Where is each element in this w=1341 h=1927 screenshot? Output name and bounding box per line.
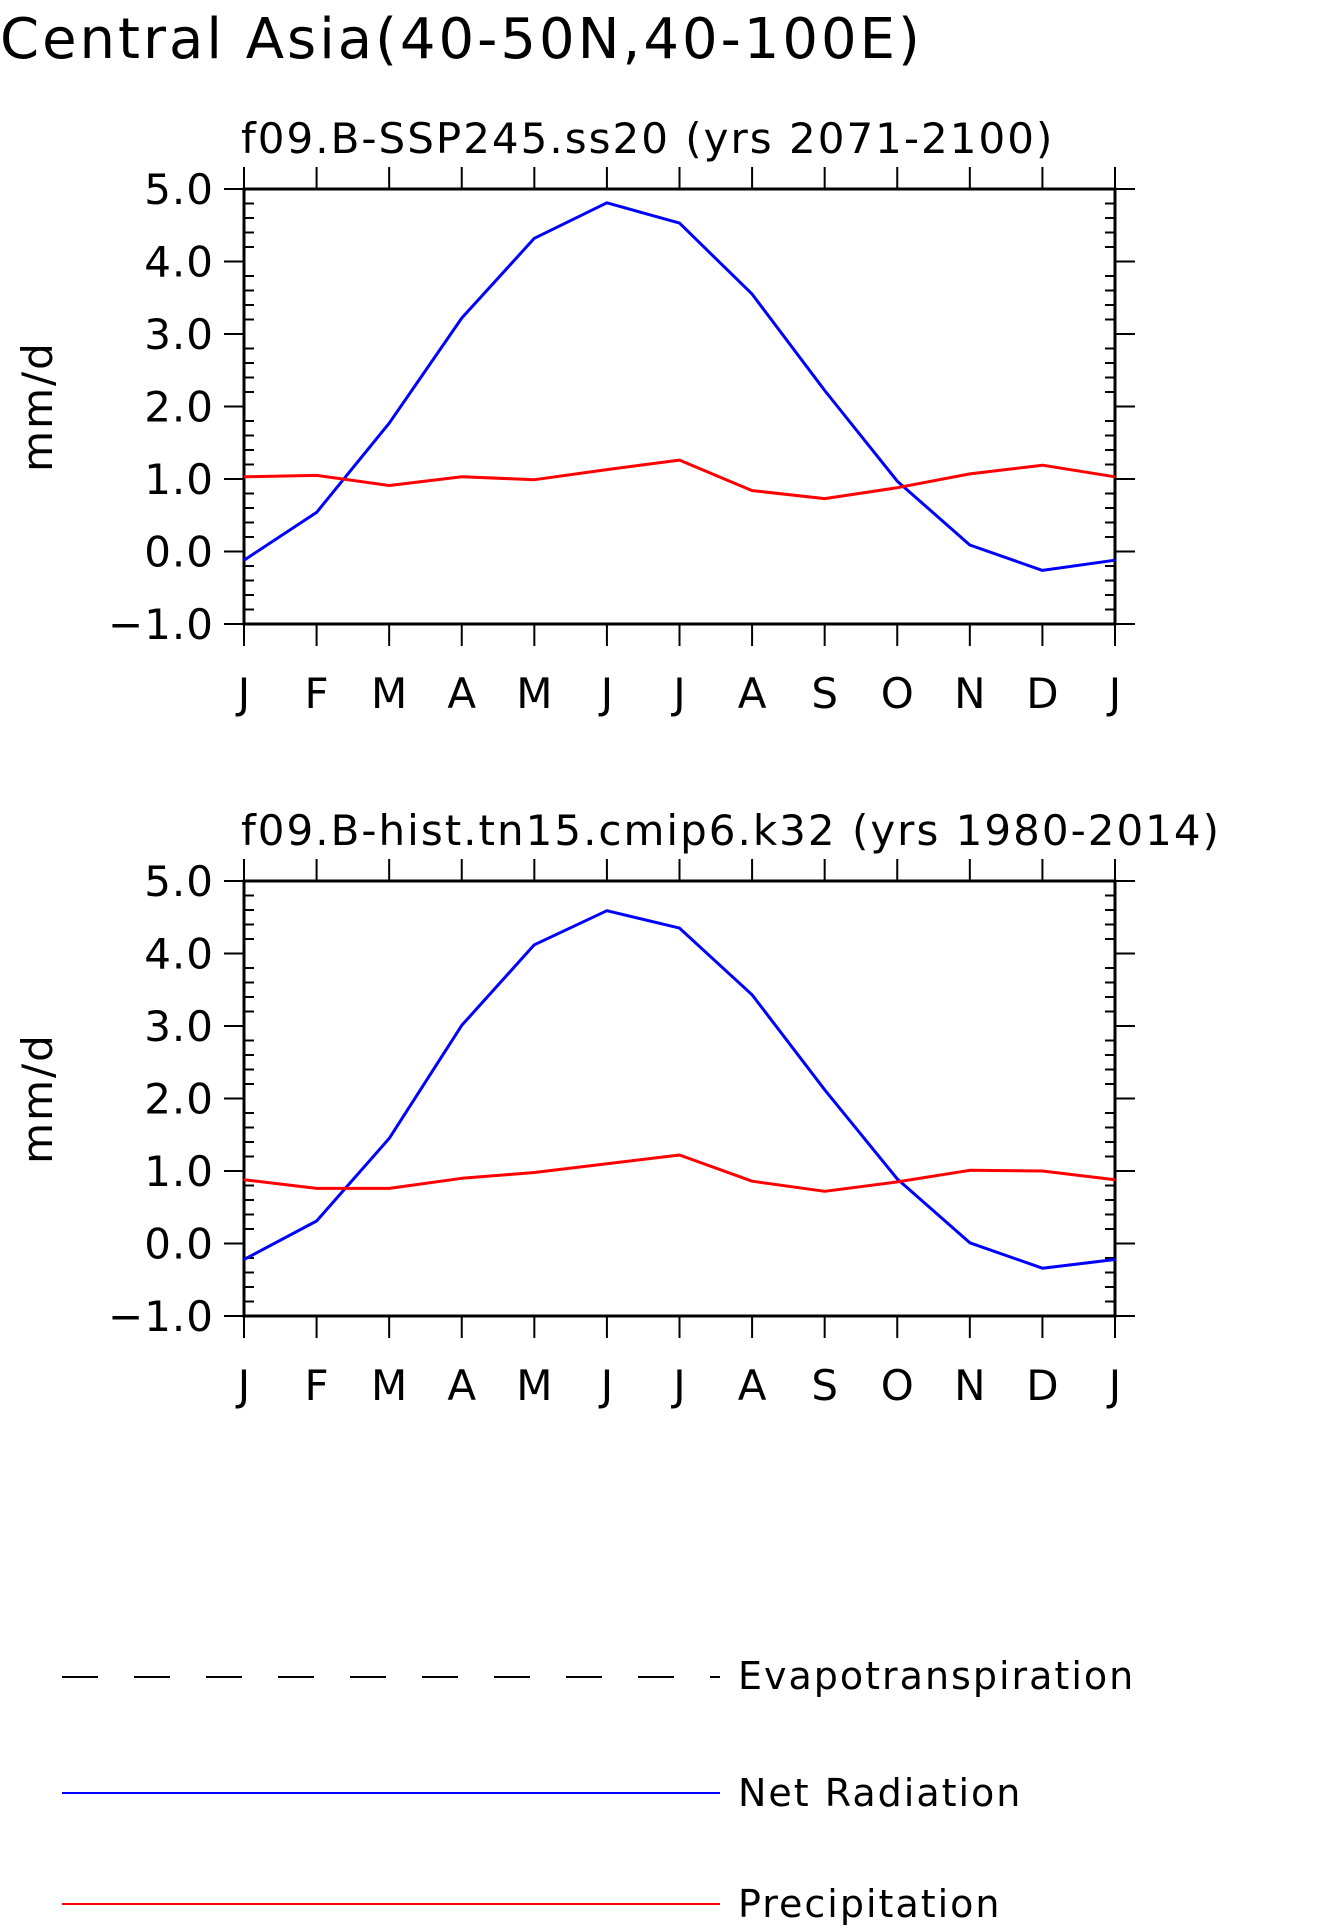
series-line-net-radiation — [243, 909, 1116, 1270]
y-tick-label: 3.0 — [144, 1002, 214, 1051]
y-tick-label: 2.0 — [144, 383, 214, 432]
series-line-net-radiation — [243, 201, 1116, 572]
y-tick-label: 1.0 — [144, 1147, 214, 1196]
y-axis-label: mm/d — [13, 1033, 62, 1164]
x-tick-label: F — [304, 669, 328, 718]
x-tick-label: J — [235, 1361, 250, 1410]
x-tick-label: J — [235, 669, 250, 718]
x-tick-label: J — [1106, 1361, 1121, 1410]
series-line-precipitation — [243, 1153, 1116, 1193]
x-tick-label: M — [516, 669, 552, 718]
plot-frame — [242, 879, 1117, 1318]
x-tick-label: M — [371, 1361, 407, 1410]
y-tick-label: 4.0 — [144, 930, 214, 979]
x-tick-label: A — [447, 1361, 476, 1410]
x-tick-label: J — [598, 1361, 613, 1410]
y-tick-label: −1.0 — [108, 1292, 214, 1341]
chart-title: f09.B-hist.tn15.cmip6.k32 (yrs 1980-2014… — [241, 806, 1221, 855]
x-tick-label: J — [1106, 669, 1121, 718]
plot-frame — [242, 187, 1117, 626]
series-line-precipitation — [243, 458, 1116, 501]
chart-title: f09.B-SSP245.ss20 (yrs 2071-2100) — [241, 114, 1054, 163]
x-tick-label: N — [954, 1361, 985, 1410]
x-tick-label: J — [670, 1361, 685, 1410]
chart-panel-ssp245: f09.B-SSP245.ss20 (yrs 2071-2100) 5.0 4.0 3… — [13, 114, 1135, 718]
x-tick-label: M — [516, 1361, 552, 1410]
y-tick-label: 4.0 — [144, 238, 214, 287]
y-tick-label: 0.0 — [144, 1220, 214, 1269]
y-tick-label: 5.0 — [144, 165, 214, 214]
y-axis-label: mm/d — [13, 341, 62, 472]
y-tick-label: 5.0 — [144, 857, 214, 906]
y-tick-label: 0.0 — [144, 528, 214, 577]
x-tick-label: A — [738, 669, 767, 718]
page-title: Central Asia(40-50N,40-100E) — [0, 7, 923, 72]
x-tick-label: M — [371, 669, 407, 718]
x-tick-label: D — [1026, 1361, 1058, 1410]
x-tick-label: A — [447, 669, 476, 718]
y-tick-label: 1.0 — [144, 455, 214, 504]
x-tick-label: O — [881, 669, 914, 718]
x-tick-label: N — [954, 669, 985, 718]
x-tick-label: O — [881, 1361, 914, 1410]
legend-label-precipitation: Precipitation — [738, 1882, 1002, 1926]
x-tick-label: J — [598, 669, 613, 718]
legend-label-evapotranspiration: Evapotranspiration — [738, 1654, 1135, 1698]
x-tick-label: J — [670, 669, 685, 718]
x-tick-label: D — [1026, 669, 1058, 718]
legend-label-net-radiation: Net Radiation — [738, 1771, 1022, 1815]
y-tick-label: 2.0 — [144, 1075, 214, 1124]
x-tick-label: S — [811, 1361, 838, 1410]
x-tick-label: F — [304, 1361, 328, 1410]
y-tick-label: −1.0 — [108, 600, 214, 649]
y-tick-label: 3.0 — [144, 310, 214, 359]
legend: Evapotranspiration Net Radiation Precipi… — [62, 1654, 1135, 1926]
x-tick-label: S — [811, 669, 838, 718]
chart-panel-historical: f09.B-hist.tn15.cmip6.k32 (yrs 1980-2014… — [13, 806, 1221, 1410]
x-tick-label: A — [738, 1361, 767, 1410]
